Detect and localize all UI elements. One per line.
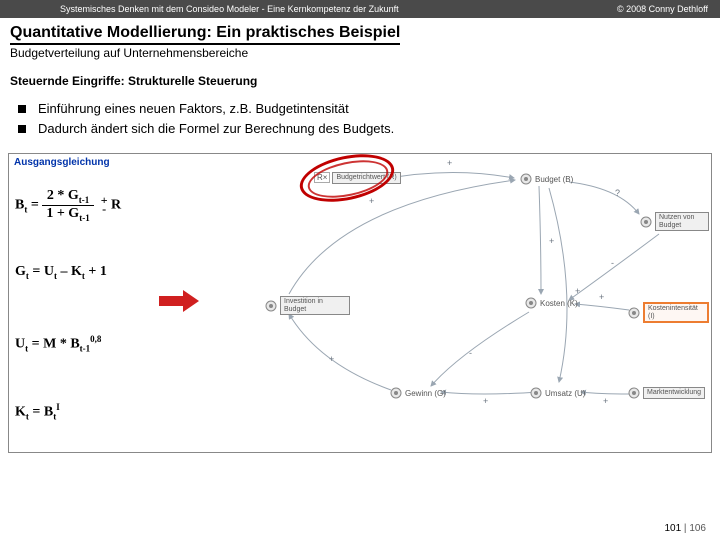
- page-total: 106: [689, 523, 706, 534]
- header-left: Systemisches Denken mit dem Consideo Mod…: [60, 4, 399, 14]
- diagram-node-nutzen: Nutzen von Budget: [639, 212, 709, 231]
- formula-kosten: Kt = BtI: [15, 402, 60, 421]
- f1-num: 2 * G: [47, 188, 79, 203]
- header-right: © 2008 Conny Dethloff: [617, 4, 708, 14]
- diagram-node-markt: Marktentwicklung: [627, 386, 705, 400]
- title-section: Quantitative Modellierung: Ein praktisch…: [0, 18, 720, 62]
- causal-loop-diagram: + ? + - + - + + + + + R×Budgetrichtwert …: [219, 154, 709, 454]
- f1-eq: =: [27, 198, 42, 213]
- slide-title: Quantitative Modellierung: Ein praktisch…: [10, 24, 400, 45]
- section-label: Steuernde Eingriffe: Strukturelle Steuer…: [0, 62, 720, 94]
- diagram-node-umsatz: Umsatz (U): [529, 386, 585, 400]
- svg-text:+: +: [599, 292, 604, 302]
- svg-text:+: +: [603, 396, 608, 406]
- f1-tail: R: [108, 198, 122, 213]
- f1-den: 1 + G: [46, 206, 79, 221]
- bullet-item: Einführung eines neuen Faktors, z.B. Bud…: [18, 101, 710, 116]
- svg-text:+: +: [329, 354, 334, 364]
- f1-den-sub: t-1: [79, 213, 90, 223]
- svg-text:+: +: [575, 286, 580, 296]
- f1-lhs: B: [15, 198, 24, 213]
- header-bar: Systemisches Denken mit dem Consideo Mod…: [0, 0, 720, 18]
- bullet-icon: [18, 125, 26, 133]
- formula-umsatz: Ut = M * Bt-10,8: [15, 334, 101, 353]
- equations-panel: Ausgangsgleichung Bt = 2 * Gt-1 1 + Gt-1…: [8, 153, 712, 453]
- f1-fraction: 2 * Gt-1 1 + Gt-1: [42, 188, 93, 223]
- svg-text:+: +: [369, 196, 374, 206]
- bullet-icon: [18, 105, 26, 113]
- bullet-text: Einführung eines neuen Faktors, z.B. Bud…: [38, 101, 349, 116]
- svg-text:?: ?: [615, 188, 620, 198]
- bullet-list: Einführung eines neuen Faktors, z.B. Bud…: [0, 94, 720, 149]
- formula-gewinn: Gt = Ut – Kt + 1: [15, 264, 107, 281]
- diagram-node-invest: Investition in Budget: [264, 296, 350, 315]
- page-footer: 101 | 106: [664, 523, 706, 534]
- f1-plusminus: +-: [101, 196, 108, 214]
- diagram-node-gewinn: Gewinn (G): [389, 386, 446, 400]
- slide-subtitle: Budgetverteilung auf Unternehmensbereich…: [10, 46, 710, 60]
- page-current: 101: [664, 523, 681, 534]
- svg-text:+: +: [549, 236, 554, 246]
- arrow-red-annotation: [159, 290, 199, 317]
- formula-budget: Bt = 2 * Gt-1 1 + Gt-1 +- R: [15, 188, 121, 223]
- diagram-node-budget: Budget (B): [519, 172, 573, 186]
- equations-label: Ausgangsgleichung: [14, 157, 110, 168]
- bullet-item: Dadurch ändert sich die Formel zur Berec…: [18, 121, 710, 136]
- svg-text:-: -: [469, 348, 472, 358]
- svg-text:+: +: [447, 158, 452, 168]
- svg-text:+: +: [483, 396, 488, 406]
- diagram-node-intens: Kostenintensität (I): [627, 302, 709, 323]
- svg-text:-: -: [611, 258, 614, 268]
- f1-num-sub: t-1: [79, 195, 90, 205]
- diagram-node-kosten: Kosten (K): [524, 296, 578, 310]
- bullet-text: Dadurch ändert sich die Formel zur Berec…: [38, 121, 394, 136]
